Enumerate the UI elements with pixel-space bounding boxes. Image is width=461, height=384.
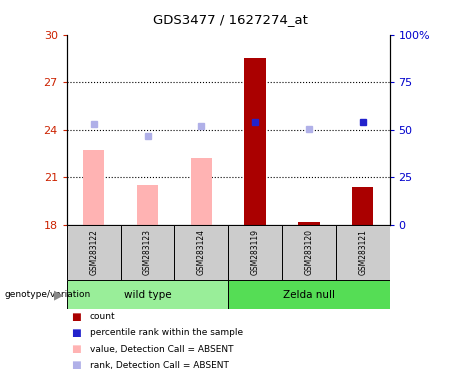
- Text: Zelda null: Zelda null: [283, 290, 335, 300]
- Text: GSM283120: GSM283120: [304, 230, 313, 275]
- Bar: [121, 225, 174, 280]
- Bar: [83, 150, 105, 225]
- Text: wild type: wild type: [124, 290, 171, 300]
- Bar: [67, 280, 228, 309]
- Text: percentile rank within the sample: percentile rank within the sample: [90, 328, 243, 338]
- Bar: [174, 225, 228, 280]
- Bar: [67, 225, 121, 280]
- Text: ■: ■: [71, 312, 81, 322]
- Text: GDS3477 / 1627274_at: GDS3477 / 1627274_at: [153, 13, 308, 26]
- Text: count: count: [90, 312, 116, 321]
- Text: GSM283122: GSM283122: [89, 230, 98, 275]
- Bar: [336, 225, 390, 280]
- Text: GSM283119: GSM283119: [251, 230, 260, 275]
- Bar: [244, 58, 266, 225]
- Text: genotype/variation: genotype/variation: [5, 290, 91, 300]
- Bar: [228, 225, 282, 280]
- Text: rank, Detection Call = ABSENT: rank, Detection Call = ABSENT: [90, 361, 229, 370]
- Text: ■: ■: [71, 328, 81, 338]
- Text: ■: ■: [71, 344, 81, 354]
- Bar: [137, 185, 158, 225]
- Bar: [228, 280, 390, 309]
- Bar: [352, 187, 373, 225]
- Text: ■: ■: [71, 360, 81, 370]
- Bar: [298, 222, 319, 225]
- Text: GSM283124: GSM283124: [197, 230, 206, 275]
- Text: ▶: ▶: [54, 288, 64, 301]
- Bar: [282, 225, 336, 280]
- Text: GSM283123: GSM283123: [143, 230, 152, 275]
- Text: GSM283121: GSM283121: [358, 230, 367, 275]
- Text: value, Detection Call = ABSENT: value, Detection Call = ABSENT: [90, 344, 233, 354]
- Bar: [190, 158, 212, 225]
